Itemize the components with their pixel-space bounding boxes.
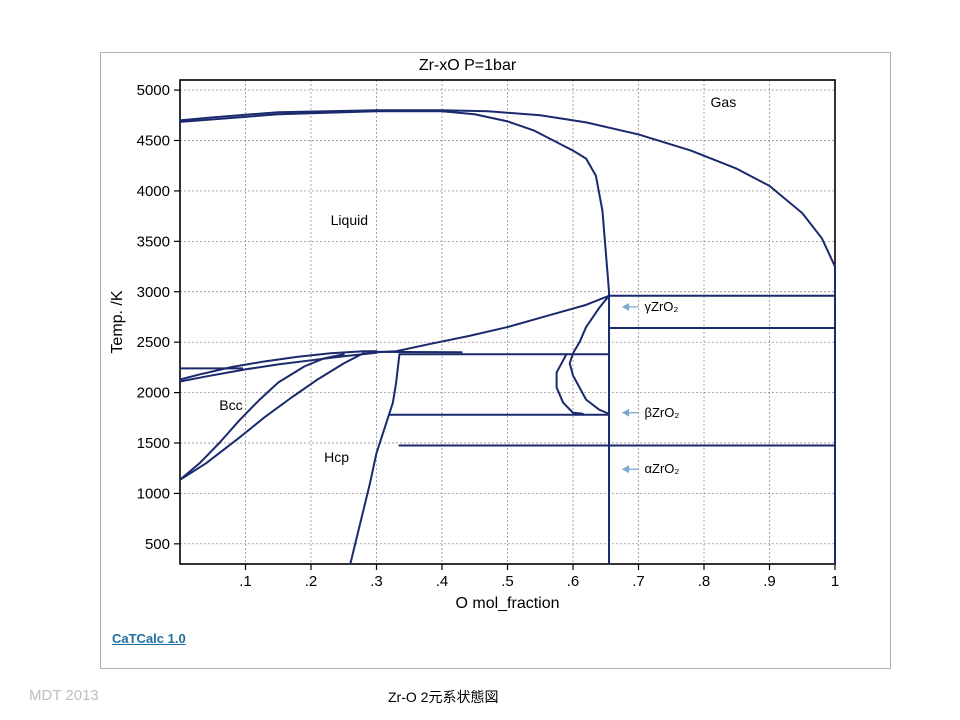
svg-text:.1: .1: [239, 573, 252, 590]
svg-text:3500: 3500: [137, 233, 170, 250]
phase-label: Gas: [711, 94, 737, 110]
phase-label: Hcp: [324, 449, 349, 465]
phase-label: Bcc: [219, 397, 242, 413]
phase-label-alpha: αZrO₂: [645, 461, 680, 476]
svg-text:.4: .4: [436, 573, 449, 590]
curve-ring_top: [377, 296, 610, 352]
svg-text:1500: 1500: [137, 435, 170, 452]
svg-text:1000: 1000: [137, 485, 170, 502]
phase-label-beta: βZrO₂: [645, 405, 680, 420]
svg-text:2000: 2000: [137, 385, 170, 402]
software-link[interactable]: CaTCalc 1.0: [112, 631, 186, 646]
svg-text:500: 500: [145, 536, 170, 553]
svg-text:.5: .5: [501, 573, 514, 590]
svg-text:.2: .2: [305, 573, 318, 590]
svg-text:3000: 3000: [137, 284, 170, 301]
curve-hcp_divider: [350, 354, 399, 564]
svg-text:.6: .6: [567, 573, 580, 590]
svg-text:.7: .7: [632, 573, 645, 590]
phase-label: Liquid: [331, 212, 368, 228]
curve-gas_lower: [180, 111, 609, 291]
svg-text:.9: .9: [763, 573, 776, 590]
footer-credit: MDT 2013: [29, 687, 99, 704]
svg-text:O mol_fraction: O mol_fraction: [455, 595, 559, 612]
footer-caption: Zr-O 2元系状態図: [388, 687, 498, 707]
curve-h_2400: [363, 352, 461, 353]
svg-text:4500: 4500: [137, 133, 170, 150]
svg-text:5000: 5000: [137, 82, 170, 99]
phase-label-gamma: γZrO₂: [645, 299, 679, 314]
svg-text:.8: .8: [698, 573, 711, 590]
svg-text:Temp. /K: Temp. /K: [109, 290, 126, 353]
phase-diagram-svg: .1.2.3.4.5.6.7.8.91500100015002000250030…: [0, 0, 960, 720]
svg-text:.3: .3: [370, 573, 383, 590]
software-link-wrap: CaTCalc 1.0: [112, 630, 186, 648]
svg-text:1: 1: [831, 573, 839, 590]
svg-text:2500: 2500: [137, 334, 170, 351]
curve-liq_mid: [180, 353, 377, 382]
svg-text:4000: 4000: [137, 183, 170, 200]
svg-text:Zr-xO P=1bar: Zr-xO P=1bar: [419, 57, 517, 74]
